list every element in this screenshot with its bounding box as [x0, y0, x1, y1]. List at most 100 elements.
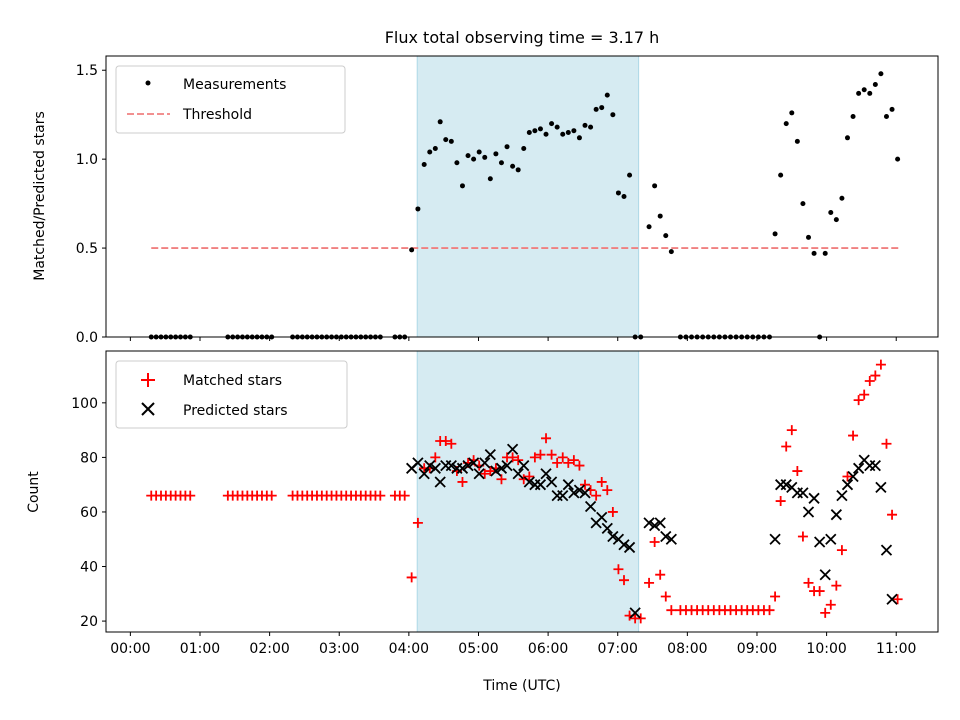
x-axis-label: Time (UTC) [482, 678, 560, 694]
chart-title: Flux total observing time = 3.17 h [385, 28, 660, 47]
matched-star-point [825, 599, 836, 610]
bottom-y-tick-label: 80 [80, 450, 98, 466]
predicted-star-point [869, 459, 881, 472]
measurement-point [872, 81, 878, 87]
measurement-point [822, 250, 828, 256]
matched-star-point [602, 485, 613, 496]
measurement-point [794, 138, 800, 144]
bottom-matched-layer [146, 359, 903, 624]
measurement-point [571, 128, 577, 134]
matched-star-point [842, 471, 853, 482]
x-tick-label: 03:00 [319, 641, 359, 657]
predicted-star-point [825, 533, 837, 545]
matched-star-point [568, 455, 579, 466]
measurement-point [543, 131, 549, 137]
legend-threshold-label: Threshold [182, 107, 252, 123]
measurement-point [521, 145, 527, 151]
x-tick-label: 00:00 [110, 641, 150, 657]
predicted-star-point [568, 487, 580, 499]
bottom-y-tick-label: 60 [80, 505, 98, 521]
predicted-star-point [808, 492, 820, 504]
measurement-point [621, 194, 627, 199]
bottom-observing-window [416, 350, 640, 633]
measurement-point [833, 217, 839, 223]
measurement-point [515, 167, 521, 173]
measurement-point [883, 113, 889, 119]
matched-star-point [574, 460, 585, 471]
matched-star-point [770, 591, 781, 602]
matched-star-point [775, 496, 786, 507]
measurement-point [889, 106, 895, 112]
measurement-point [554, 124, 560, 130]
top-y-tick-label: 0.0 [76, 330, 98, 346]
top-y-axis-label: Matched/Predicted stars [32, 111, 48, 281]
top-y-ticks: 0.0 0.5 1.0 1.5 [76, 63, 106, 346]
measurement-point [432, 145, 438, 151]
matched-star-point [649, 536, 660, 547]
predicted-star-point [462, 459, 474, 472]
matched-star-point [836, 545, 847, 556]
x-tick-label: 08:00 [667, 641, 707, 657]
measurement-point [476, 149, 482, 155]
matched-star-point [406, 572, 417, 583]
matched-star-point [430, 452, 441, 463]
predicted-star-point [780, 479, 792, 491]
top-legend-box [115, 65, 346, 134]
predicted-star-point [562, 479, 574, 491]
matched-star-point [820, 607, 831, 618]
measurement-point [537, 126, 543, 132]
bottom-axes-frame [105, 350, 939, 633]
top-x-ticks [129, 337, 897, 341]
matched-star-point [613, 564, 624, 575]
predicted-star-point [495, 462, 508, 474]
predicted-star-point [814, 536, 826, 548]
legend-matched-marker [141, 373, 155, 387]
x-tick-label: 05:00 [458, 641, 498, 657]
x-tick-label: 10:00 [806, 641, 846, 657]
measurement-point [856, 90, 862, 96]
measurement-point [465, 153, 471, 159]
bottom-legend-box [115, 360, 348, 429]
matched-star-point [881, 438, 892, 449]
bottom-highlight-layer [416, 350, 640, 633]
measurement-point [895, 156, 901, 162]
matched-star-point [546, 449, 557, 460]
matched-star-point [607, 506, 618, 517]
legend-measurements-label: Measurements [183, 77, 286, 93]
matched-star-point [870, 370, 881, 381]
measurement-point [526, 129, 532, 135]
matched-star-point [496, 474, 507, 485]
bottom-y-tick-label: 20 [80, 614, 98, 630]
matched-star-point [529, 452, 540, 463]
predicted-star-point [596, 511, 608, 524]
predicted-star-point [418, 468, 430, 480]
measurement-point [471, 156, 477, 162]
predicted-star-point [467, 457, 480, 469]
predicted-star-point [518, 459, 530, 472]
top-y-tick-label: 1.5 [76, 63, 98, 79]
measurement-point [772, 231, 778, 237]
legend-predicted-marker [141, 402, 155, 416]
measurement-point [850, 113, 856, 119]
predicted-star-point [523, 476, 535, 488]
predicted-star-point [456, 462, 469, 474]
matched-star-point [446, 438, 457, 449]
measurement-point [593, 106, 599, 112]
measurement-point [443, 137, 449, 143]
matched-star-point [457, 476, 468, 487]
legend-matched-label: Matched stars [183, 373, 282, 389]
measurement-point [652, 183, 658, 189]
measurement-point [576, 135, 582, 141]
measurement-point [409, 247, 415, 253]
bottom-legend: Matched stars Predicted stars [115, 360, 348, 429]
matched-star-point [185, 490, 196, 501]
predicted-star-point [545, 476, 558, 488]
matched-star-point [655, 569, 666, 580]
matched-star-point [375, 490, 386, 501]
matched-star-point [440, 436, 451, 447]
measurement-point [448, 138, 454, 144]
measurement-point [861, 87, 867, 93]
predicted-star-point [623, 541, 636, 554]
predicted-star-point [429, 462, 441, 474]
measurement-point [604, 92, 610, 98]
